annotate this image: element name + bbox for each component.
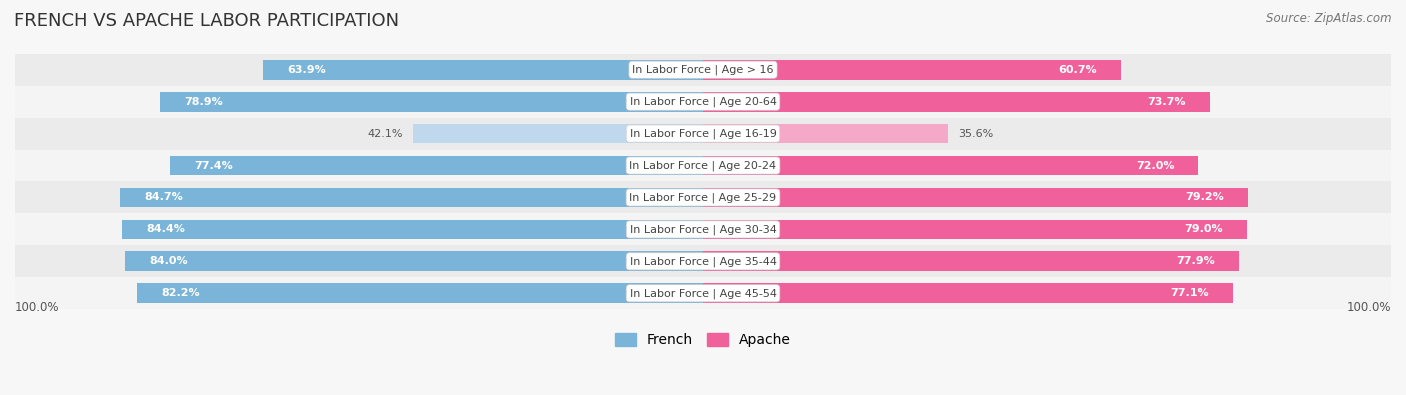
Bar [122, 220, 703, 239]
Text: 78.9%: 78.9% [184, 97, 224, 107]
Text: In Labor Force | Age 25-29: In Labor Force | Age 25-29 [630, 192, 776, 203]
Bar [15, 150, 1391, 181]
Bar [15, 277, 1391, 309]
Bar [15, 54, 1391, 86]
Bar [703, 92, 1211, 111]
Bar [160, 92, 703, 111]
Text: FRENCH VS APACHE LABOR PARTICIPATION: FRENCH VS APACHE LABOR PARTICIPATION [14, 12, 399, 30]
Bar [15, 213, 1391, 245]
Bar [15, 181, 1391, 213]
Text: 84.0%: 84.0% [149, 256, 188, 266]
Bar [121, 188, 703, 207]
Text: 73.7%: 73.7% [1147, 97, 1187, 107]
Text: Source: ZipAtlas.com: Source: ZipAtlas.com [1267, 12, 1392, 25]
Text: 72.0%: 72.0% [1136, 160, 1174, 171]
Text: In Labor Force | Age > 16: In Labor Force | Age > 16 [633, 64, 773, 75]
Text: In Labor Force | Age 16-19: In Labor Force | Age 16-19 [630, 128, 776, 139]
Bar [138, 283, 703, 303]
Bar [15, 245, 1391, 277]
Bar [703, 60, 1121, 80]
Text: 77.1%: 77.1% [1171, 288, 1209, 298]
Text: 79.2%: 79.2% [1185, 192, 1223, 203]
Text: In Labor Force | Age 20-24: In Labor Force | Age 20-24 [630, 160, 776, 171]
Bar [703, 220, 1247, 239]
Text: 35.6%: 35.6% [959, 129, 994, 139]
Bar [703, 124, 948, 143]
Bar [15, 86, 1391, 118]
Text: 84.7%: 84.7% [145, 192, 183, 203]
Text: In Labor Force | Age 20-64: In Labor Force | Age 20-64 [630, 96, 776, 107]
Text: 77.4%: 77.4% [194, 160, 233, 171]
Text: 100.0%: 100.0% [1347, 301, 1391, 314]
Text: 84.4%: 84.4% [146, 224, 186, 234]
Text: In Labor Force | Age 30-34: In Labor Force | Age 30-34 [630, 224, 776, 235]
Text: 77.9%: 77.9% [1177, 256, 1215, 266]
Text: In Labor Force | Age 45-54: In Labor Force | Age 45-54 [630, 288, 776, 299]
Bar [413, 124, 703, 143]
Bar [170, 156, 703, 175]
Text: 79.0%: 79.0% [1184, 224, 1222, 234]
Bar [125, 252, 703, 271]
Text: 60.7%: 60.7% [1057, 65, 1097, 75]
Text: 42.1%: 42.1% [367, 129, 404, 139]
Bar [15, 118, 1391, 150]
Text: 100.0%: 100.0% [15, 301, 59, 314]
Bar [703, 283, 1233, 303]
Bar [703, 252, 1239, 271]
Bar [703, 156, 1198, 175]
Legend: French, Apache: French, Apache [610, 327, 796, 353]
Text: In Labor Force | Age 35-44: In Labor Force | Age 35-44 [630, 256, 776, 267]
Text: 63.9%: 63.9% [287, 65, 326, 75]
Bar [703, 188, 1249, 207]
Bar [263, 60, 703, 80]
Text: 82.2%: 82.2% [162, 288, 200, 298]
